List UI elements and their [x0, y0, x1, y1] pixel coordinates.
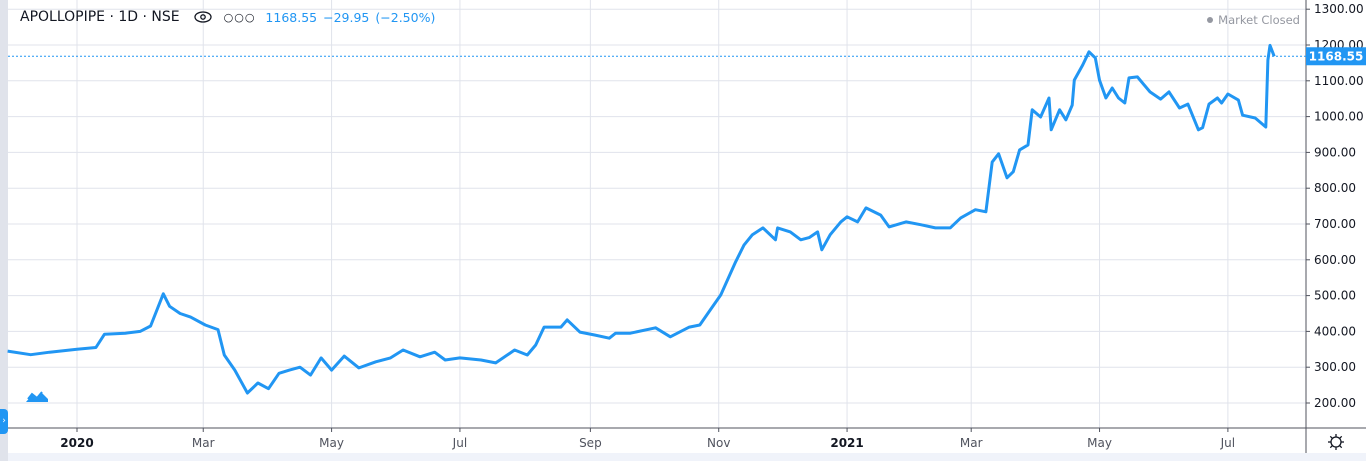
- last-price-label: 1168.55: [1309, 49, 1364, 63]
- symbol-legend: APOLLOPIPE · 1D · NSE ○○○ 1168.55 −29.95 (…: [20, 9, 441, 25]
- x-tick-label: Jul: [452, 436, 467, 450]
- last-price: 1168.55: [265, 9, 318, 25]
- y-tick-label: 200.00: [1314, 396, 1356, 410]
- bottom-strip: [8, 453, 1366, 461]
- more-dots-icon[interactable]: ○○○: [223, 10, 256, 24]
- y-tick-label: 1100.00: [1314, 74, 1364, 88]
- x-tick-label: Sep: [579, 436, 602, 450]
- y-tick-label: 1300.00: [1314, 2, 1364, 16]
- y-tick-label: 700.00: [1314, 217, 1356, 231]
- last-price-tag: 1168.55: [1306, 47, 1366, 66]
- y-tick-label: 600.00: [1314, 253, 1356, 267]
- y-tick-label: 800.00: [1314, 181, 1356, 195]
- price-line-series: [7, 43, 1276, 395]
- expand-toolbar-button[interactable]: ›: [0, 409, 8, 434]
- grid: [8, 0, 1306, 428]
- left-toolbar-strip: [0, 0, 8, 461]
- x-tick-label: 2020: [60, 436, 93, 450]
- y-tick-label: 500.00: [1314, 289, 1356, 303]
- x-tick-label: Nov: [707, 436, 730, 450]
- eye-icon[interactable]: [193, 11, 212, 23]
- gear-icon[interactable]: [1327, 433, 1345, 451]
- x-tick-label: 2021: [830, 436, 863, 450]
- symbol-title[interactable]: APOLLOPIPE · 1D · NSE: [20, 9, 180, 25]
- x-tick-label: Jul: [1220, 436, 1235, 450]
- x-tick-label: May: [319, 436, 344, 450]
- tradingview-logo-icon: [26, 391, 48, 402]
- price-values: 1168.55 −29.95 (−2.50%): [265, 10, 441, 25]
- price-axis[interactable]: 1300.001200.001100.001000.00900.00800.00…: [1306, 2, 1364, 410]
- x-tick-label: Mar: [960, 436, 983, 450]
- x-tick-label: Mar: [192, 436, 215, 450]
- y-tick-label: 1000.00: [1314, 110, 1364, 124]
- time-axis[interactable]: 2020 Mar May Jul Sep Nov 2021 Mar May Jul: [60, 428, 1235, 450]
- status-dot-icon: [1207, 17, 1214, 23]
- market-status-badge: Market Closed: [1207, 13, 1300, 27]
- y-tick-label: 300.00: [1314, 360, 1356, 374]
- y-tick-label: 900.00: [1314, 145, 1356, 159]
- market-status-text: Market Closed: [1218, 13, 1300, 27]
- price-change-percent: (−2.50%): [375, 9, 436, 25]
- price-change: −29.95: [323, 9, 370, 25]
- y-tick-label: 400.00: [1314, 324, 1356, 338]
- x-tick-label: May: [1087, 436, 1112, 450]
